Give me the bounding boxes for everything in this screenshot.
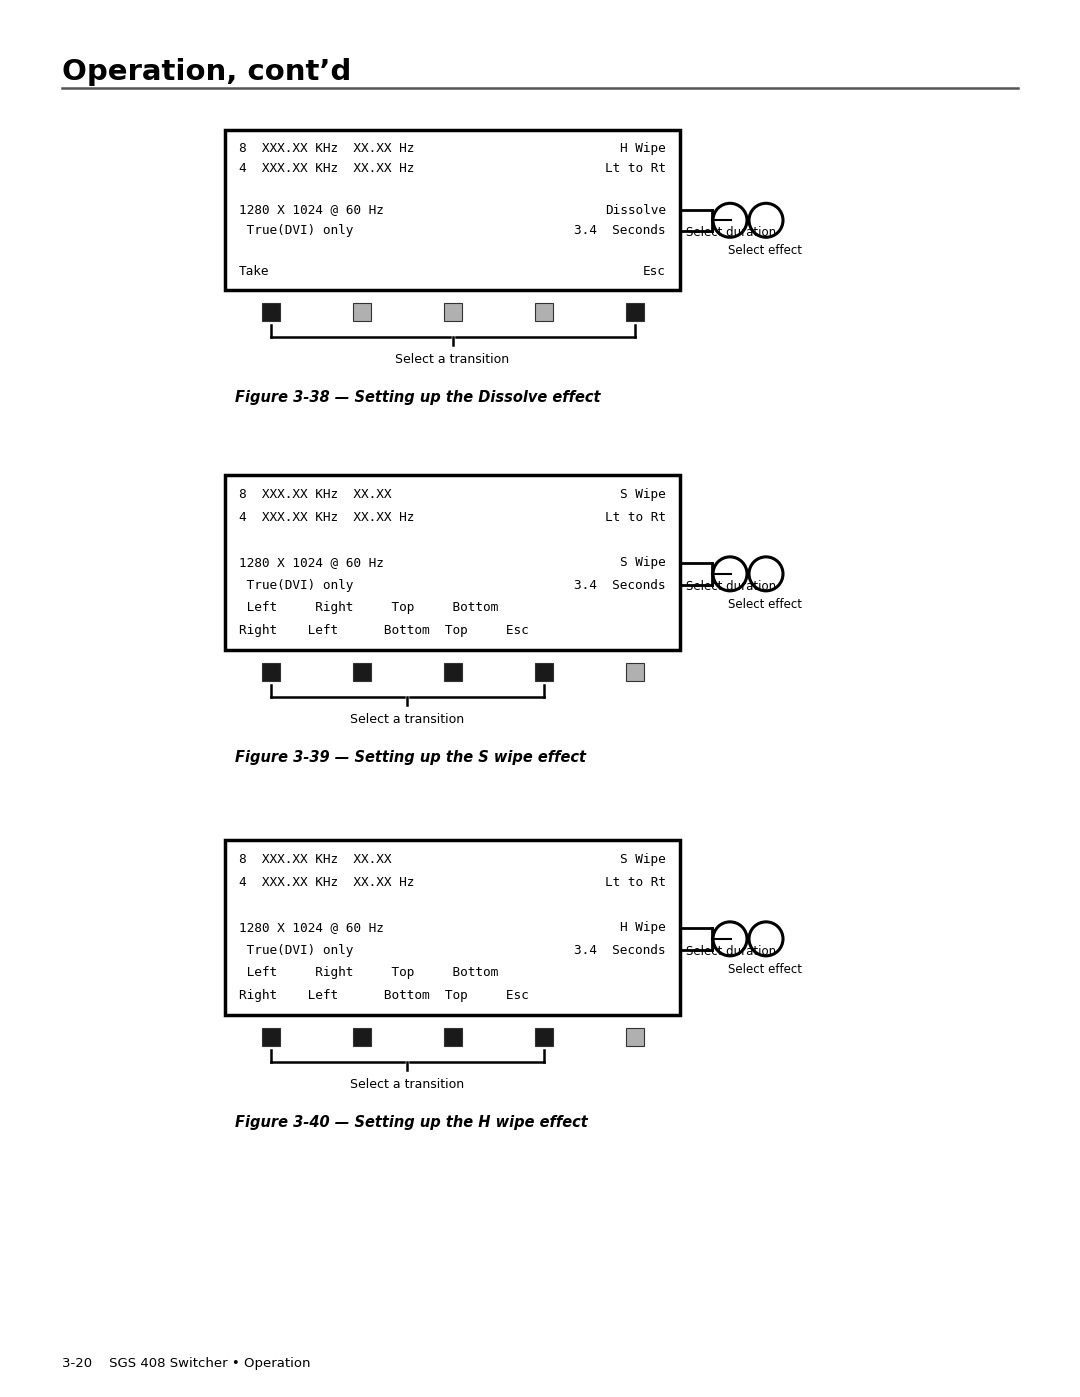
Text: 8  XXX.XX KHz  XX.XX: 8 XXX.XX KHz XX.XX (239, 852, 391, 866)
Bar (625, 664, 644, 680)
Bar (352, 664, 370, 680)
Text: Select duration: Select duration (686, 944, 777, 958)
Text: True(DVI) only: True(DVI) only (239, 224, 353, 237)
Bar (261, 664, 280, 680)
Text: Lt to Rt: Lt to Rt (605, 876, 666, 888)
Bar (444, 1028, 461, 1046)
Text: 1280 X 1024 @ 60 Hz: 1280 X 1024 @ 60 Hz (239, 921, 383, 935)
Text: Select a transition: Select a transition (350, 712, 464, 726)
Text: S Wipe: S Wipe (620, 488, 666, 502)
Bar (225, 475, 680, 650)
Text: 4  XXX.XX KHz  XX.XX Hz: 4 XXX.XX KHz XX.XX Hz (239, 876, 415, 888)
Bar (535, 303, 553, 321)
Bar (261, 1028, 280, 1046)
Text: 3-20    SGS 408 Switcher • Operation: 3-20 SGS 408 Switcher • Operation (62, 1356, 311, 1370)
Bar (535, 1028, 553, 1046)
Text: 8  XXX.XX KHz  XX.XX: 8 XXX.XX KHz XX.XX (239, 488, 391, 502)
Text: True(DVI) only: True(DVI) only (239, 944, 353, 957)
Text: Right    Left      Bottom  Top     Esc: Right Left Bottom Top Esc (239, 989, 529, 1002)
Text: Esc: Esc (643, 265, 666, 278)
Text: 1280 X 1024 @ 60 Hz: 1280 X 1024 @ 60 Hz (239, 204, 383, 217)
Text: H Wipe: H Wipe (620, 921, 666, 935)
Bar (625, 303, 644, 321)
Text: Figure 3-39 — Setting up the S wipe effect: Figure 3-39 — Setting up the S wipe effe… (235, 750, 586, 766)
Text: Lt to Rt: Lt to Rt (605, 162, 666, 176)
Text: Lt to Rt: Lt to Rt (605, 510, 666, 524)
Text: 3.4  Seconds: 3.4 Seconds (575, 944, 666, 957)
Text: Right    Left      Bottom  Top     Esc: Right Left Bottom Top Esc (239, 624, 529, 637)
Text: H Wipe: H Wipe (620, 141, 666, 155)
Text: Select duration: Select duration (686, 580, 777, 592)
Bar (225, 130, 680, 291)
Bar (225, 840, 680, 1016)
Text: Select a transition: Select a transition (350, 1078, 464, 1091)
Text: Dissolve: Dissolve (605, 204, 666, 217)
Bar (261, 303, 280, 321)
Text: Take: Take (239, 265, 270, 278)
Text: 3.4  Seconds: 3.4 Seconds (575, 224, 666, 237)
Text: 3.4  Seconds: 3.4 Seconds (575, 578, 666, 592)
Text: 1280 X 1024 @ 60 Hz: 1280 X 1024 @ 60 Hz (239, 556, 383, 569)
Bar (352, 1028, 370, 1046)
Text: Left     Right     Top     Bottom: Left Right Top Bottom (239, 967, 498, 979)
Text: 4  XXX.XX KHz  XX.XX Hz: 4 XXX.XX KHz XX.XX Hz (239, 162, 415, 176)
Text: S Wipe: S Wipe (620, 556, 666, 569)
Bar (625, 1028, 644, 1046)
Text: Figure 3-40 — Setting up the H wipe effect: Figure 3-40 — Setting up the H wipe effe… (235, 1115, 588, 1130)
Bar (444, 303, 461, 321)
Text: Select effect: Select effect (728, 598, 802, 610)
Text: Select effect: Select effect (728, 244, 802, 257)
Text: Select effect: Select effect (728, 963, 802, 977)
Text: True(DVI) only: True(DVI) only (239, 578, 353, 592)
Bar (444, 664, 461, 680)
Bar (535, 664, 553, 680)
Text: 8  XXX.XX KHz  XX.XX Hz: 8 XXX.XX KHz XX.XX Hz (239, 141, 415, 155)
Text: S Wipe: S Wipe (620, 852, 666, 866)
Text: Select duration: Select duration (686, 226, 777, 239)
Text: Select a transition: Select a transition (395, 353, 510, 366)
Text: 4  XXX.XX KHz  XX.XX Hz: 4 XXX.XX KHz XX.XX Hz (239, 510, 415, 524)
Text: Operation, cont’d: Operation, cont’d (62, 59, 351, 87)
Text: Figure 3-38 — Setting up the Dissolve effect: Figure 3-38 — Setting up the Dissolve ef… (235, 390, 600, 405)
Bar (352, 303, 370, 321)
Text: Left     Right     Top     Bottom: Left Right Top Bottom (239, 602, 498, 615)
